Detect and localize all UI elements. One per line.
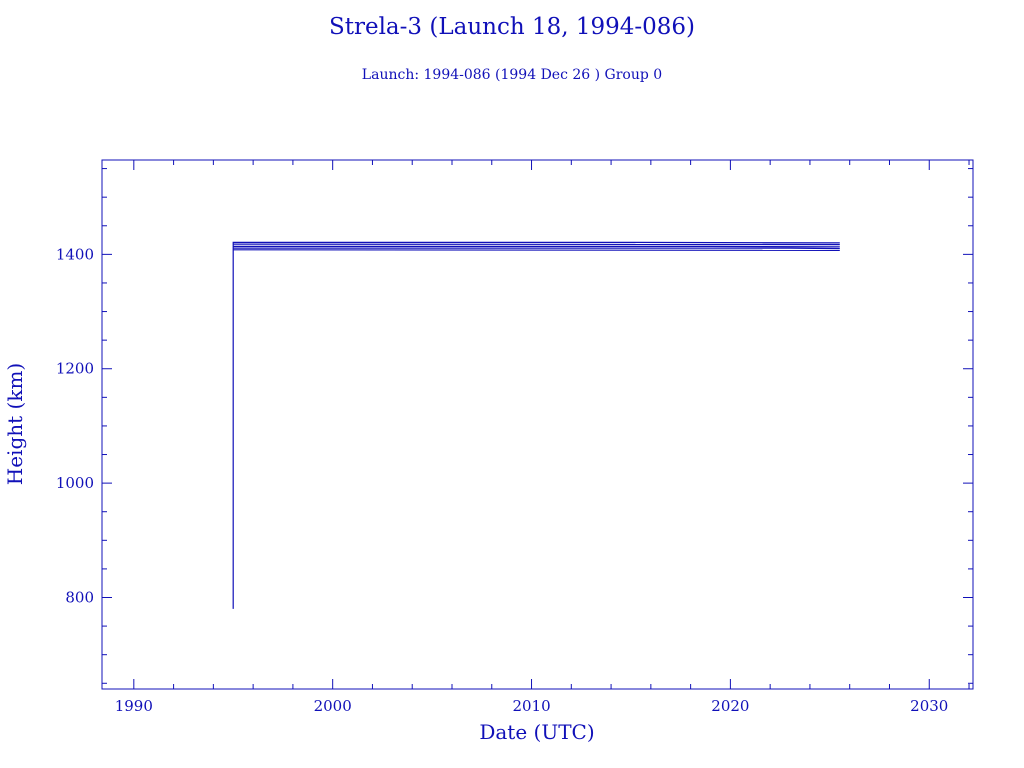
axis-ticks [102,160,973,689]
chart-subtitle: Launch: 1994-086 (1994 Dec 26 ) Group 0 [361,67,663,83]
y-axis-label: Height (km) [3,363,27,485]
chart-title: Strela-3 (Launch 18, 1994-086) [328,14,696,40]
y-tick-label: 800 [65,588,94,606]
x-tick-label: 2020 [711,697,749,715]
x-tick-label: 2010 [512,697,550,715]
series-line [233,245,840,248]
y-tick-label: 1000 [56,474,94,492]
x-axis-label: Date (UTC) [479,720,594,744]
series-line [233,249,840,251]
y-tick-label: 1200 [56,360,94,378]
x-tick-label: 1990 [115,697,153,715]
series-group [232,241,840,609]
x-tick-label: 2000 [314,697,352,715]
plot-frame [101,159,974,690]
series-line [233,247,840,250]
tick-labels: 1990 2000 2010 2020 2030 800 1000 1200 1400 [56,245,949,715]
series-line [233,243,840,246]
x-tick-label: 2030 [910,697,948,715]
y-tick-label: 1400 [56,245,94,263]
series-line [232,241,840,609]
